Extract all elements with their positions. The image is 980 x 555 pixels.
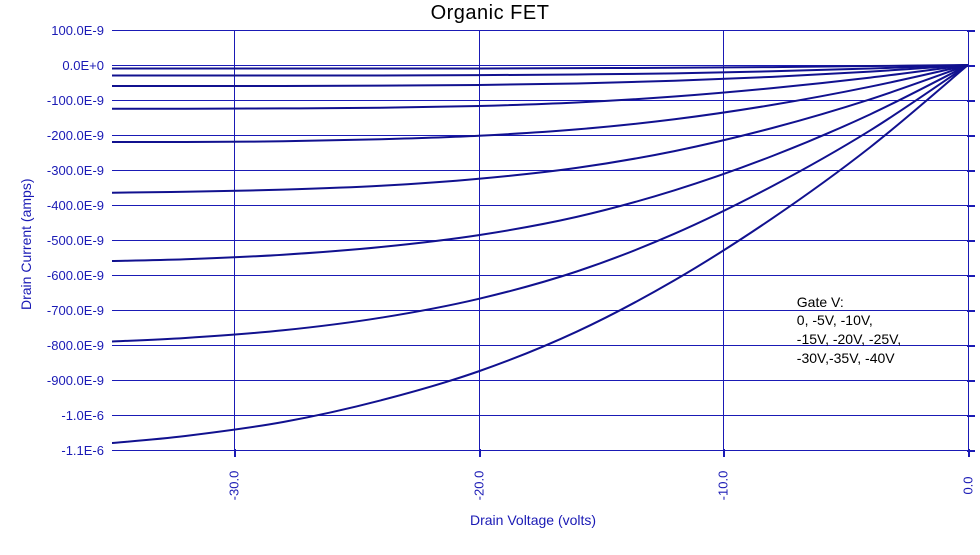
y-tick-label: 0.0E+0 (0, 58, 104, 73)
y-tick-label: -400.0E-9 (0, 198, 104, 213)
x-tick-label: -10.0 (716, 456, 731, 516)
y-tick-label: -500.0E-9 (0, 233, 104, 248)
x-tick-label: -30.0 (227, 456, 242, 516)
y-tick-label: -700.0E-9 (0, 303, 104, 318)
y-tick-label: -900.0E-9 (0, 373, 104, 388)
y-tick-label: -800.0E-9 (0, 338, 104, 353)
gridline-horizontal (112, 450, 968, 451)
x-axis-label: Drain Voltage (volts) (470, 512, 596, 528)
y-tick-label: -200.0E-9 (0, 128, 104, 143)
y-tick-label: -1.1E-6 (0, 443, 104, 458)
series-line (112, 65, 968, 443)
series-line (112, 65, 968, 69)
legend-annotation: Gate V: 0, -5V, -10V, -15V, -20V, -25V, … (797, 293, 901, 369)
plot-area (112, 30, 968, 450)
series-svg (112, 30, 968, 450)
y-tick-label: -300.0E-9 (0, 163, 104, 178)
chart-title: Organic FET (0, 2, 980, 25)
y-tick-label: -600.0E-9 (0, 268, 104, 283)
x-tick-label: -20.0 (471, 456, 486, 516)
y-tick-label: -100.0E-9 (0, 93, 104, 108)
y-tick-label: 100.0E-9 (0, 23, 104, 38)
x-tick-label: 0.0 (961, 456, 976, 516)
gridline-vertical (968, 30, 969, 450)
series-line (112, 65, 968, 261)
chart-container: Organic FET Drain Current (amps) Drain V… (0, 0, 980, 555)
y-tick-label: -1.0E-6 (0, 408, 104, 423)
